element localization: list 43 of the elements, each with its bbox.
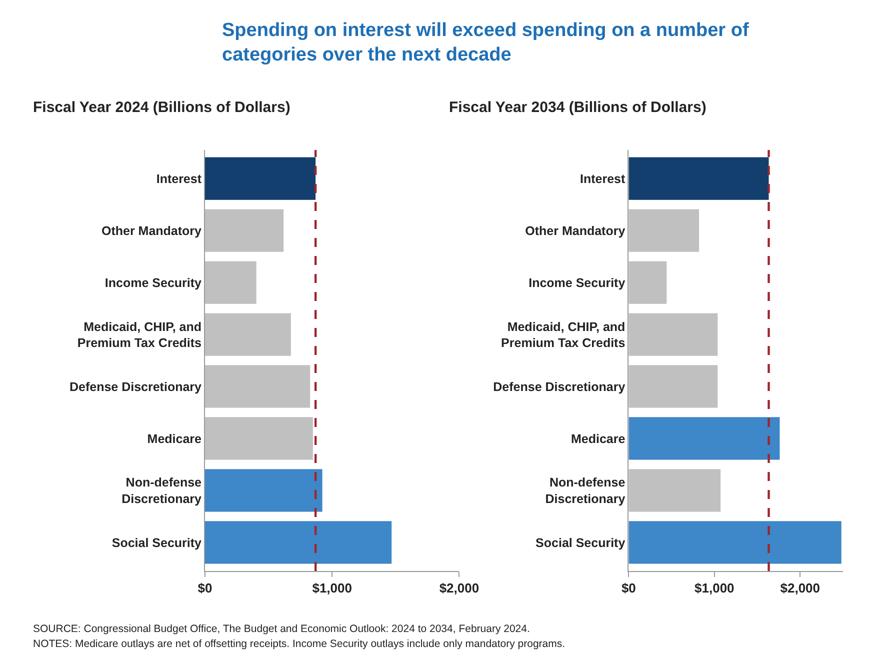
y-tick-label: Income Security: [528, 276, 626, 290]
chart-subtitle: Fiscal Year 2024 (Billions of Dollars): [33, 99, 290, 116]
text: NOTES: Medicare outlays are net of offsetting receipts. Income Security outlays include only mandatory programs.: [33, 638, 566, 650]
bar: [205, 313, 291, 356]
x-tick-label: $2,000: [780, 580, 820, 596]
bar: [205, 209, 284, 252]
y-tick-label: Medicaid, CHIP, and Premium Tax Credits: [77, 320, 202, 350]
y-tick-label: Defense Discretionary: [493, 380, 626, 394]
bar: [205, 469, 322, 512]
y-tick-label: Interest: [580, 172, 626, 186]
x-tick-label: $1,000: [694, 580, 734, 596]
bar: [628, 209, 700, 252]
bar: [628, 469, 721, 512]
bar: [205, 417, 313, 460]
y-tick-label: Social Security: [536, 536, 626, 550]
bar: [628, 417, 780, 460]
bar: [628, 313, 718, 356]
bar: [205, 157, 316, 200]
y-tick-label: Other Mandatory: [101, 224, 202, 238]
bar: [205, 521, 392, 564]
bar: [628, 521, 842, 564]
source-note: SOURCE: Congressional Budget Office, The Budget and Economic Outlook: 2024 to 2034, February 2024.: [33, 623, 530, 635]
x-tick-label: $0: [198, 580, 212, 596]
x-tick-label: $0: [621, 580, 636, 596]
y-tick-label: Other Mandatory: [525, 224, 626, 238]
x-tick-label: $1,000: [312, 580, 352, 596]
bar: [205, 365, 310, 408]
y-tick-label: Medicaid, CHIP, and Premium Tax Credits: [501, 320, 626, 350]
bar: [205, 261, 256, 304]
y-tick-label: Interest: [156, 172, 202, 186]
y-tick-label: Medicare: [147, 432, 202, 446]
y-tick-label: Income Security: [104, 276, 202, 290]
y-tick-label: Defense Discretionary: [69, 380, 202, 394]
y-tick-label: Non-defense Discretionary: [122, 476, 202, 506]
y-tick-label: Medicare: [570, 432, 626, 446]
chart-subtitle: Fiscal Year 2034 (Billions of Dollars): [449, 99, 706, 116]
bar: [628, 365, 718, 408]
y-tick-label: Social Security: [112, 536, 202, 550]
bar: [628, 157, 769, 200]
x-tick-label: $2,000: [439, 580, 480, 596]
chart-title: Spending on interest will exceed spending on a number of categories over the next decade: [222, 20, 750, 66]
y-tick-label: Non-defense Discretionary: [545, 476, 626, 506]
bar: [628, 261, 667, 304]
